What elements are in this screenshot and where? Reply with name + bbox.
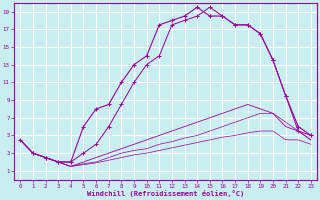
X-axis label: Windchill (Refroidissement éolien,°C): Windchill (Refroidissement éolien,°C) [87,190,244,197]
